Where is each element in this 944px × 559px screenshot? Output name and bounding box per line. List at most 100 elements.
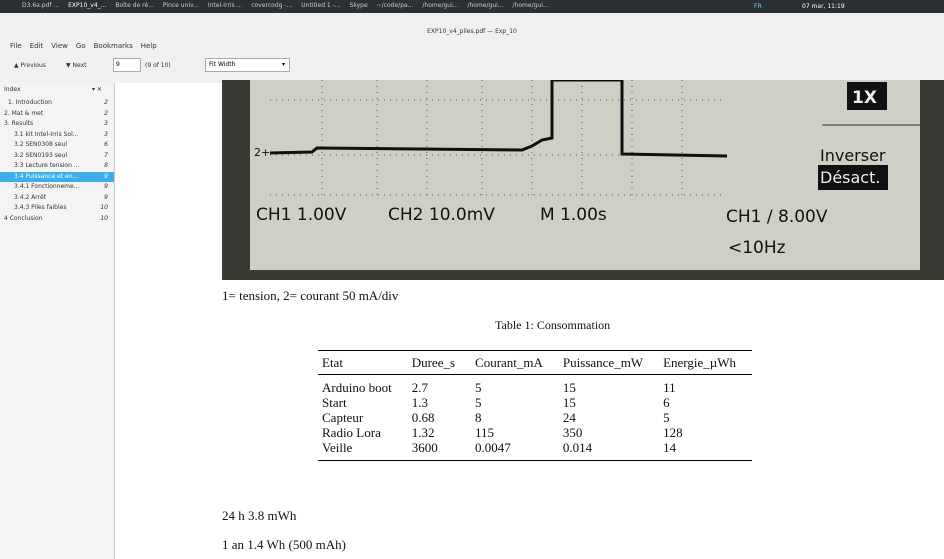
toc-item[interactable]: 3.4.1 Fonctionneme... 9 <box>0 182 114 193</box>
toc-item[interactable]: 2. Mat & met 2 <box>0 109 114 120</box>
toc-item[interactable]: 4 Conclusion 10 <box>0 214 114 225</box>
toc-label: 2. Mat & met <box>4 109 44 117</box>
table-header-cell: Courant_mA <box>475 355 543 370</box>
toc-label: 3.1 kit Intel-Irris Sol... <box>14 130 79 138</box>
table-cell: 1.3 <box>411 395 428 410</box>
table-cell: Veille <box>322 440 353 455</box>
table-header-row: Etat Duree_s Courant_mA Puissance_mW Energie… <box>318 351 753 375</box>
window-title: EXP10_v4_piles.pdf — Exp_10 <box>427 28 517 35</box>
lang[interactable]: FR <box>754 3 762 10</box>
scope-invert-state: Désact. <box>820 168 881 187</box>
taskbar-item[interactable]: EXP10_v4_... <box>68 2 107 9</box>
taskbar-item[interactable]: Untitled 1 -... <box>301 2 341 9</box>
table-cell: Radio Lora <box>322 425 381 440</box>
sidebar-title: Index <box>4 86 21 93</box>
scope-invert: Inverser <box>820 146 886 165</box>
prev-label: Previous <box>20 62 46 69</box>
menu-item[interactable]: Go <box>75 42 86 50</box>
table-cell: 11 <box>663 380 676 395</box>
toc-item[interactable]: 3.2 SEN0193 seul 7 <box>0 151 114 162</box>
sidebar <box>0 83 115 559</box>
scope-freq: <10Hz <box>728 238 786 258</box>
window-chrome <box>0 13 944 83</box>
scope-ch2: CH2 10.0mV <box>388 205 495 225</box>
scope-ch1: CH1 1.00V <box>256 205 347 225</box>
toc-item[interactable]: 3.3 Lecture tension ... 8 <box>0 161 114 172</box>
taskbar-item[interactable]: /home/gui... <box>422 2 459 9</box>
toc-page: 7 <box>104 151 108 159</box>
caption: 1= tension, 2= courant 50 mA/div <box>222 288 399 303</box>
taskbar-item[interactable]: Boîte de ré... <box>115 2 154 9</box>
taskbar-item[interactable]: Intel-Irris ... <box>207 2 243 9</box>
page-count: (9 of 10) <box>145 62 171 69</box>
table-row: Radio Lora 1.32 115 350 128 <box>318 425 752 440</box>
toc-page: 2 <box>104 99 108 106</box>
table-cell: Start <box>322 395 347 410</box>
toc-item[interactable]: 3.4.2 Arrêt 9 <box>0 193 114 204</box>
toc-label: 3. Results <box>4 120 34 127</box>
table-cell: 2.7 <box>411 380 428 395</box>
scope-probe: 1X <box>852 88 877 108</box>
toc-page: 10 <box>100 204 108 211</box>
taskbar-item[interactable]: /home/gui... <box>467 2 504 9</box>
toc-page: 10 <box>100 214 108 222</box>
next-button[interactable]: ▼ Next <box>66 62 87 69</box>
taskbar-item[interactable]: D3.6a.pdf ... <box>22 2 60 9</box>
toc-label: 3.4 Puissance et en... <box>14 172 79 180</box>
taskbar-items: D3.6a.pdf ... EXP10_v4_... Boîte de ré... P… <box>22 2 549 12</box>
table-cell: Capteur <box>322 410 364 425</box>
text-line: 1 an 1.4 Wh (500 mAh) <box>222 537 346 552</box>
table-cell: 6 <box>663 395 670 410</box>
text-line: 24 h 3.8 mWh <box>222 508 297 523</box>
toc-item[interactable]: 3.2 SEN0308 seul 6 <box>0 140 114 151</box>
taskbar-item[interactable]: Skype <box>349 2 368 9</box>
taskbar-item[interactable]: Pince univ... <box>162 2 199 9</box>
toc-item[interactable]: 3.4 Puissance et en... 9 <box>0 171 114 182</box>
taskbar-item[interactable]: /home/gui... <box>512 2 549 9</box>
toc-item[interactable]: 3.4.3 Piles faibles 10 <box>0 203 114 214</box>
menu-item[interactable]: Help <box>140 42 157 50</box>
table-row: Start 1.3 5 15 6 <box>318 395 752 410</box>
toc-page: 9 <box>104 172 108 180</box>
table-header-cell: Etat <box>322 355 343 370</box>
toc-item[interactable]: 3.1 kit Intel-Irris Sol... 3 <box>0 130 114 141</box>
table-cell: 0.0047 <box>475 440 511 455</box>
table-cell: 24 <box>562 410 576 425</box>
table-cell: 15 <box>562 380 576 395</box>
table-cell: 128 <box>663 425 683 440</box>
toc-page: 9 <box>104 183 108 190</box>
scope-time: M 1.00s <box>540 205 607 225</box>
menu-item[interactable]: View <box>51 42 68 50</box>
zoom-label: Fit Width <box>209 61 236 68</box>
menu-item[interactable]: Bookmarks <box>93 42 133 50</box>
zoom-select[interactable]: Fit Width ▾ <box>205 58 290 72</box>
table-cell: 15 <box>562 395 576 410</box>
menu-item[interactable]: Edit <box>29 42 44 50</box>
table-cell: 115 <box>475 425 495 440</box>
table-cell: Arduino boot <box>322 380 392 395</box>
next-label: Next <box>72 62 87 69</box>
table-cell: 5 <box>475 395 482 410</box>
scope-trigger: CH1 ∕ 8.00V <box>726 207 828 227</box>
sidebar-controls[interactable]: ▾ ✕ <box>92 86 102 93</box>
taskbar-item[interactable]: covercodg -... <box>251 2 293 9</box>
scope-marker: 2+ <box>254 146 271 159</box>
taskbar <box>0 0 944 13</box>
menu-item[interactable]: File <box>10 42 22 50</box>
toc-page: 3 <box>104 120 108 127</box>
table-row: Arduino boot 2.7 5 15 11 <box>318 375 752 396</box>
toc-label: 3.3 Lecture tension ... <box>14 162 80 169</box>
table-cell: 1.32 <box>411 425 435 440</box>
prev-button[interactable]: ▲ Previous <box>14 62 46 69</box>
toc-label: 3.2 SEN0193 seul <box>14 151 68 159</box>
toc-page: 3 <box>104 130 108 138</box>
page-input[interactable]: 9 <box>113 58 141 72</box>
toc-label: 3.4.3 Piles faibles <box>14 204 67 211</box>
toc-item[interactable]: 1. Introduction 2 <box>0 98 114 109</box>
toc-item[interactable]: 3. Results 3 <box>0 119 114 130</box>
taskbar-item[interactable]: ~/code/pa... <box>376 2 414 9</box>
table-cell: 350 <box>562 425 583 440</box>
table-cell: 14 <box>663 440 677 455</box>
toc-label: 3.4.2 Arrêt <box>14 193 47 201</box>
